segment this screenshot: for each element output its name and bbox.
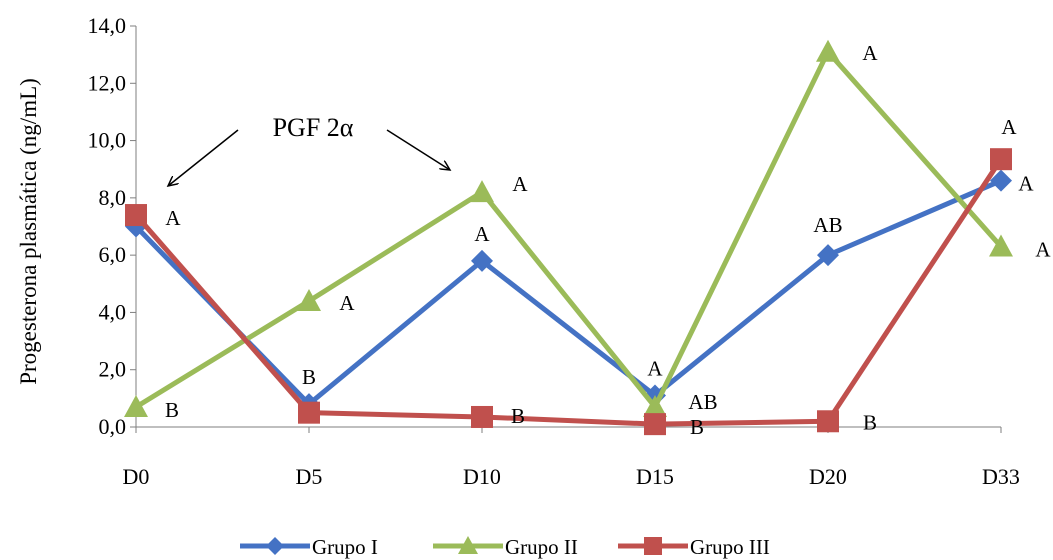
series-line — [134, 178, 1002, 407]
data-point — [644, 413, 666, 436]
legend-item: Grupo I — [240, 535, 378, 559]
x-tick-label: D0 — [123, 464, 150, 489]
y-tick-label: 6,0 — [99, 242, 127, 267]
data-point — [297, 288, 321, 311]
data-point — [989, 234, 1013, 257]
legend-item: Grupo III — [618, 535, 770, 559]
annotation-arrow — [168, 129, 239, 186]
series-2 — [124, 39, 1013, 417]
annotation-layer: PGF 2α — [168, 113, 450, 186]
series-1 — [125, 169, 1012, 416]
x-tick-label: D33 — [982, 464, 1020, 489]
data-label: AB — [813, 213, 842, 237]
data-label: A — [339, 291, 355, 315]
y-tick-label: 4,0 — [99, 299, 127, 324]
data-point — [643, 394, 667, 417]
data-point — [816, 39, 840, 62]
data-label: A — [647, 356, 663, 380]
legend-marker — [644, 537, 662, 555]
series-line — [134, 157, 1004, 427]
x-tick-label: D15 — [636, 464, 674, 489]
series-layer — [124, 39, 1013, 436]
y-tick-label: 2,0 — [99, 357, 127, 382]
x-tick-label: D10 — [463, 464, 501, 489]
legend-marker — [266, 537, 284, 555]
data-label: B — [302, 365, 316, 389]
series-3 — [125, 148, 1012, 436]
legend-marker — [458, 536, 478, 554]
data-point — [471, 405, 493, 428]
series-line — [134, 49, 1003, 410]
y-tick-label: 10,0 — [88, 128, 127, 153]
data-label: B — [863, 410, 877, 434]
chart-axes: 0,0 2,0 4,0 6,0 8,0 10,0 12,0 14,0 D0 D5 D10 D15 D20… — [16, 13, 1020, 489]
data-point — [125, 204, 147, 227]
data-label: A — [512, 172, 528, 196]
data-point — [817, 244, 839, 267]
data-point — [124, 394, 148, 417]
data-label: AB — [688, 390, 717, 414]
data-label: B — [165, 398, 179, 422]
data-point — [470, 180, 494, 203]
annotation-text: PGF 2α — [273, 113, 354, 142]
data-label: A — [1018, 172, 1034, 196]
data-label: B — [511, 404, 525, 428]
data-label: A — [862, 41, 878, 65]
y-tick-label: 14,0 — [88, 13, 127, 38]
data-point — [990, 169, 1012, 192]
annotation-arrow — [386, 129, 450, 170]
data-label: A — [474, 222, 490, 246]
chart-legend: Grupo I Grupo II Grupo III — [240, 535, 770, 559]
x-tick-label: D5 — [296, 464, 323, 489]
data-point — [298, 401, 320, 424]
data-label: B — [690, 415, 704, 439]
y-tick-label: 8,0 — [99, 185, 127, 210]
y-axis-title: Progesterona plasmática (ng/mL) — [16, 78, 41, 385]
data-point — [471, 249, 493, 272]
legend-item: Grupo II — [433, 535, 578, 559]
data-point — [817, 410, 839, 433]
y-tick-label: 12,0 — [88, 70, 127, 95]
x-tick-label: D20 — [809, 464, 847, 489]
legend-label: Grupo I — [312, 535, 378, 559]
y-tick-label: 0,0 — [99, 414, 127, 439]
legend-label: Grupo III — [690, 535, 770, 559]
legend-label: Grupo II — [505, 535, 578, 559]
data-point — [990, 148, 1012, 171]
data-label: A — [165, 206, 181, 230]
data-label: A — [1035, 238, 1051, 262]
data-label: A — [1001, 115, 1017, 139]
